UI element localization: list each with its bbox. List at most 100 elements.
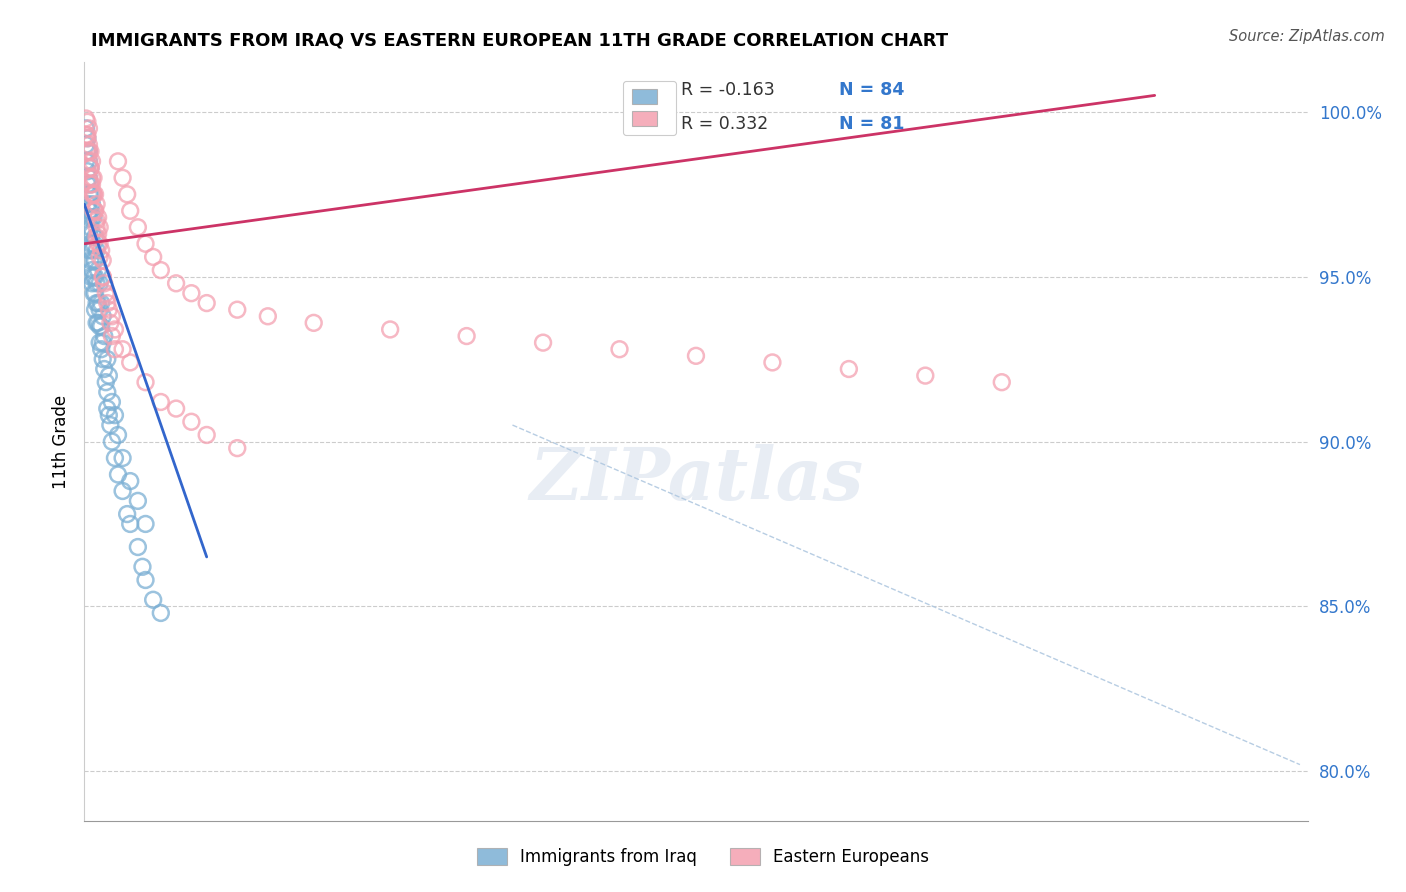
Point	[84, 230, 107, 244]
Point	[93, 329, 115, 343]
Point	[89, 277, 111, 291]
Point	[77, 227, 100, 241]
Point	[111, 450, 134, 465]
Point	[76, 131, 98, 145]
Point	[91, 335, 114, 350]
Point	[79, 253, 101, 268]
Point	[83, 253, 105, 268]
Point	[76, 197, 98, 211]
Point	[77, 154, 100, 169]
Point	[87, 263, 110, 277]
Point	[79, 187, 101, 202]
Point	[79, 220, 101, 235]
Point	[86, 316, 108, 330]
Point	[96, 289, 118, 303]
Point	[86, 220, 108, 235]
Point	[86, 230, 108, 244]
Point	[101, 310, 124, 324]
Point	[115, 187, 138, 202]
Point	[107, 428, 129, 442]
Point	[77, 187, 100, 202]
Point	[86, 277, 108, 291]
Point	[991, 375, 1014, 389]
Point	[96, 352, 118, 367]
Point	[76, 131, 98, 145]
Point	[97, 302, 120, 317]
Point	[257, 310, 280, 324]
Point	[89, 302, 111, 317]
Point	[104, 322, 127, 336]
Point	[97, 368, 120, 383]
Point	[90, 343, 112, 357]
Point	[90, 244, 112, 258]
Text: ZIPatlas: ZIPatlas	[529, 444, 863, 515]
Point	[96, 385, 118, 400]
Text: R = -0.163: R = -0.163	[682, 81, 775, 99]
Point	[75, 154, 97, 169]
Text: IMMIGRANTS FROM IRAQ VS EASTERN EUROPEAN 11TH GRADE CORRELATION CHART: IMMIGRANTS FROM IRAQ VS EASTERN EUROPEAN…	[91, 31, 949, 49]
Point	[609, 343, 631, 357]
Point	[101, 434, 124, 449]
Point	[120, 355, 142, 369]
Point	[87, 296, 110, 310]
Point	[79, 236, 101, 251]
Point	[84, 203, 107, 218]
Point	[77, 137, 100, 152]
Point	[77, 121, 100, 136]
Point	[79, 161, 101, 175]
Point	[89, 319, 111, 334]
Point	[86, 213, 108, 227]
Point	[91, 253, 114, 268]
Point	[83, 203, 105, 218]
Point	[79, 145, 101, 159]
Point	[80, 263, 103, 277]
Point	[135, 236, 157, 251]
Point	[142, 250, 165, 264]
Point	[77, 170, 100, 185]
Point	[90, 319, 112, 334]
Point	[195, 428, 218, 442]
Point	[115, 507, 138, 521]
Point	[104, 343, 127, 357]
Point	[135, 516, 157, 531]
Point	[75, 128, 97, 142]
Point	[79, 203, 101, 218]
Point	[91, 269, 114, 284]
Point	[84, 253, 107, 268]
Point	[80, 187, 103, 202]
Point	[531, 335, 554, 350]
Point	[149, 263, 172, 277]
Point	[83, 211, 105, 225]
Point	[84, 302, 107, 317]
Point	[83, 187, 105, 202]
Point	[226, 302, 249, 317]
Point	[111, 170, 134, 185]
Point	[87, 227, 110, 241]
Point	[77, 154, 100, 169]
Y-axis label: 11th Grade: 11th Grade	[52, 394, 70, 489]
Point	[91, 269, 114, 284]
Point	[97, 408, 120, 422]
Point	[84, 187, 107, 202]
Point	[96, 401, 118, 416]
Point	[87, 316, 110, 330]
Point	[89, 335, 111, 350]
Point	[111, 483, 134, 498]
Point	[98, 316, 121, 330]
Point	[838, 362, 860, 376]
Point	[89, 250, 111, 264]
Point	[79, 161, 101, 175]
Point	[131, 559, 153, 574]
Point	[87, 211, 110, 225]
Point	[80, 277, 103, 291]
Point	[77, 211, 100, 225]
Point	[149, 606, 172, 620]
Point	[149, 395, 172, 409]
Point	[96, 296, 118, 310]
Point	[135, 375, 157, 389]
Point	[94, 375, 117, 389]
Point	[83, 170, 105, 185]
Point	[80, 154, 103, 169]
Point	[107, 467, 129, 482]
Point	[76, 178, 98, 192]
